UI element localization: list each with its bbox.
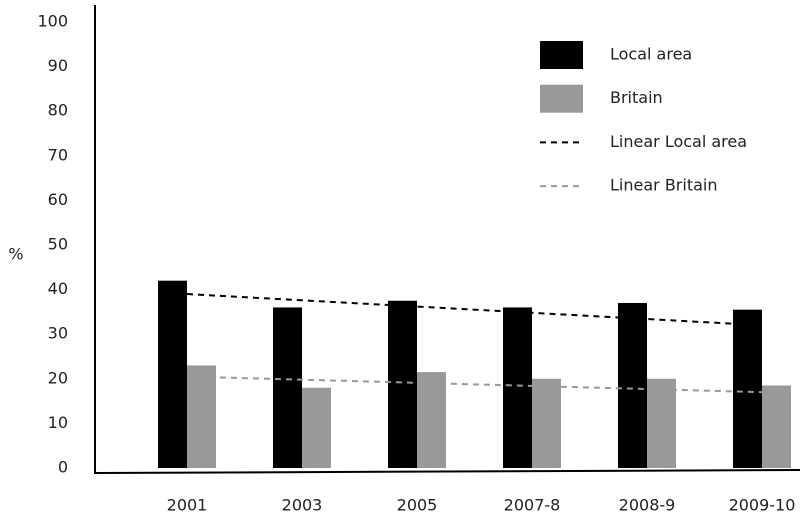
trend-line <box>186 375 763 394</box>
y-tick-label: 90 <box>48 56 68 75</box>
bar <box>158 280 187 468</box>
x-axis <box>93 469 801 474</box>
x-tick-label: 2003 <box>282 496 323 515</box>
bar <box>762 385 791 468</box>
legend-label: Local area <box>610 45 692 64</box>
bar <box>503 307 532 468</box>
y-tick-label: 0 <box>58 458 68 477</box>
y-tick-label: 80 <box>48 101 68 120</box>
y-tick-label: 30 <box>48 324 68 343</box>
bar <box>187 365 216 468</box>
x-tick-label: 2001 <box>167 496 208 515</box>
legend-swatch <box>540 41 583 69</box>
y-tick-label: 10 <box>48 413 68 432</box>
trend-line <box>186 293 763 327</box>
y-tick-label: 60 <box>48 190 68 209</box>
x-tick-label: 2009-10 <box>729 496 796 515</box>
bar <box>618 302 647 468</box>
y-tick-label: 100 <box>37 12 68 31</box>
y-tick-label: 50 <box>48 235 68 254</box>
bar <box>417 372 446 468</box>
y-tick-label: 40 <box>48 279 68 298</box>
x-tick-label: 2005 <box>397 496 438 515</box>
y-axis-label: % <box>8 245 23 264</box>
y-tick-label: 70 <box>48 145 68 164</box>
bar <box>388 300 417 468</box>
x-tick-label: 2007-8 <box>504 496 561 515</box>
y-tick-label: 20 <box>48 368 68 387</box>
bar <box>647 378 676 468</box>
bar <box>273 307 302 468</box>
legend-swatch <box>540 84 583 113</box>
bar <box>302 387 331 468</box>
legend-label: Linear Britain <box>610 176 717 195</box>
bar <box>733 309 762 468</box>
bar <box>532 378 561 468</box>
legend-label: Linear Local area <box>610 132 747 151</box>
legend-label: Britain <box>610 88 663 107</box>
x-tick-label: 2008-9 <box>619 496 676 515</box>
